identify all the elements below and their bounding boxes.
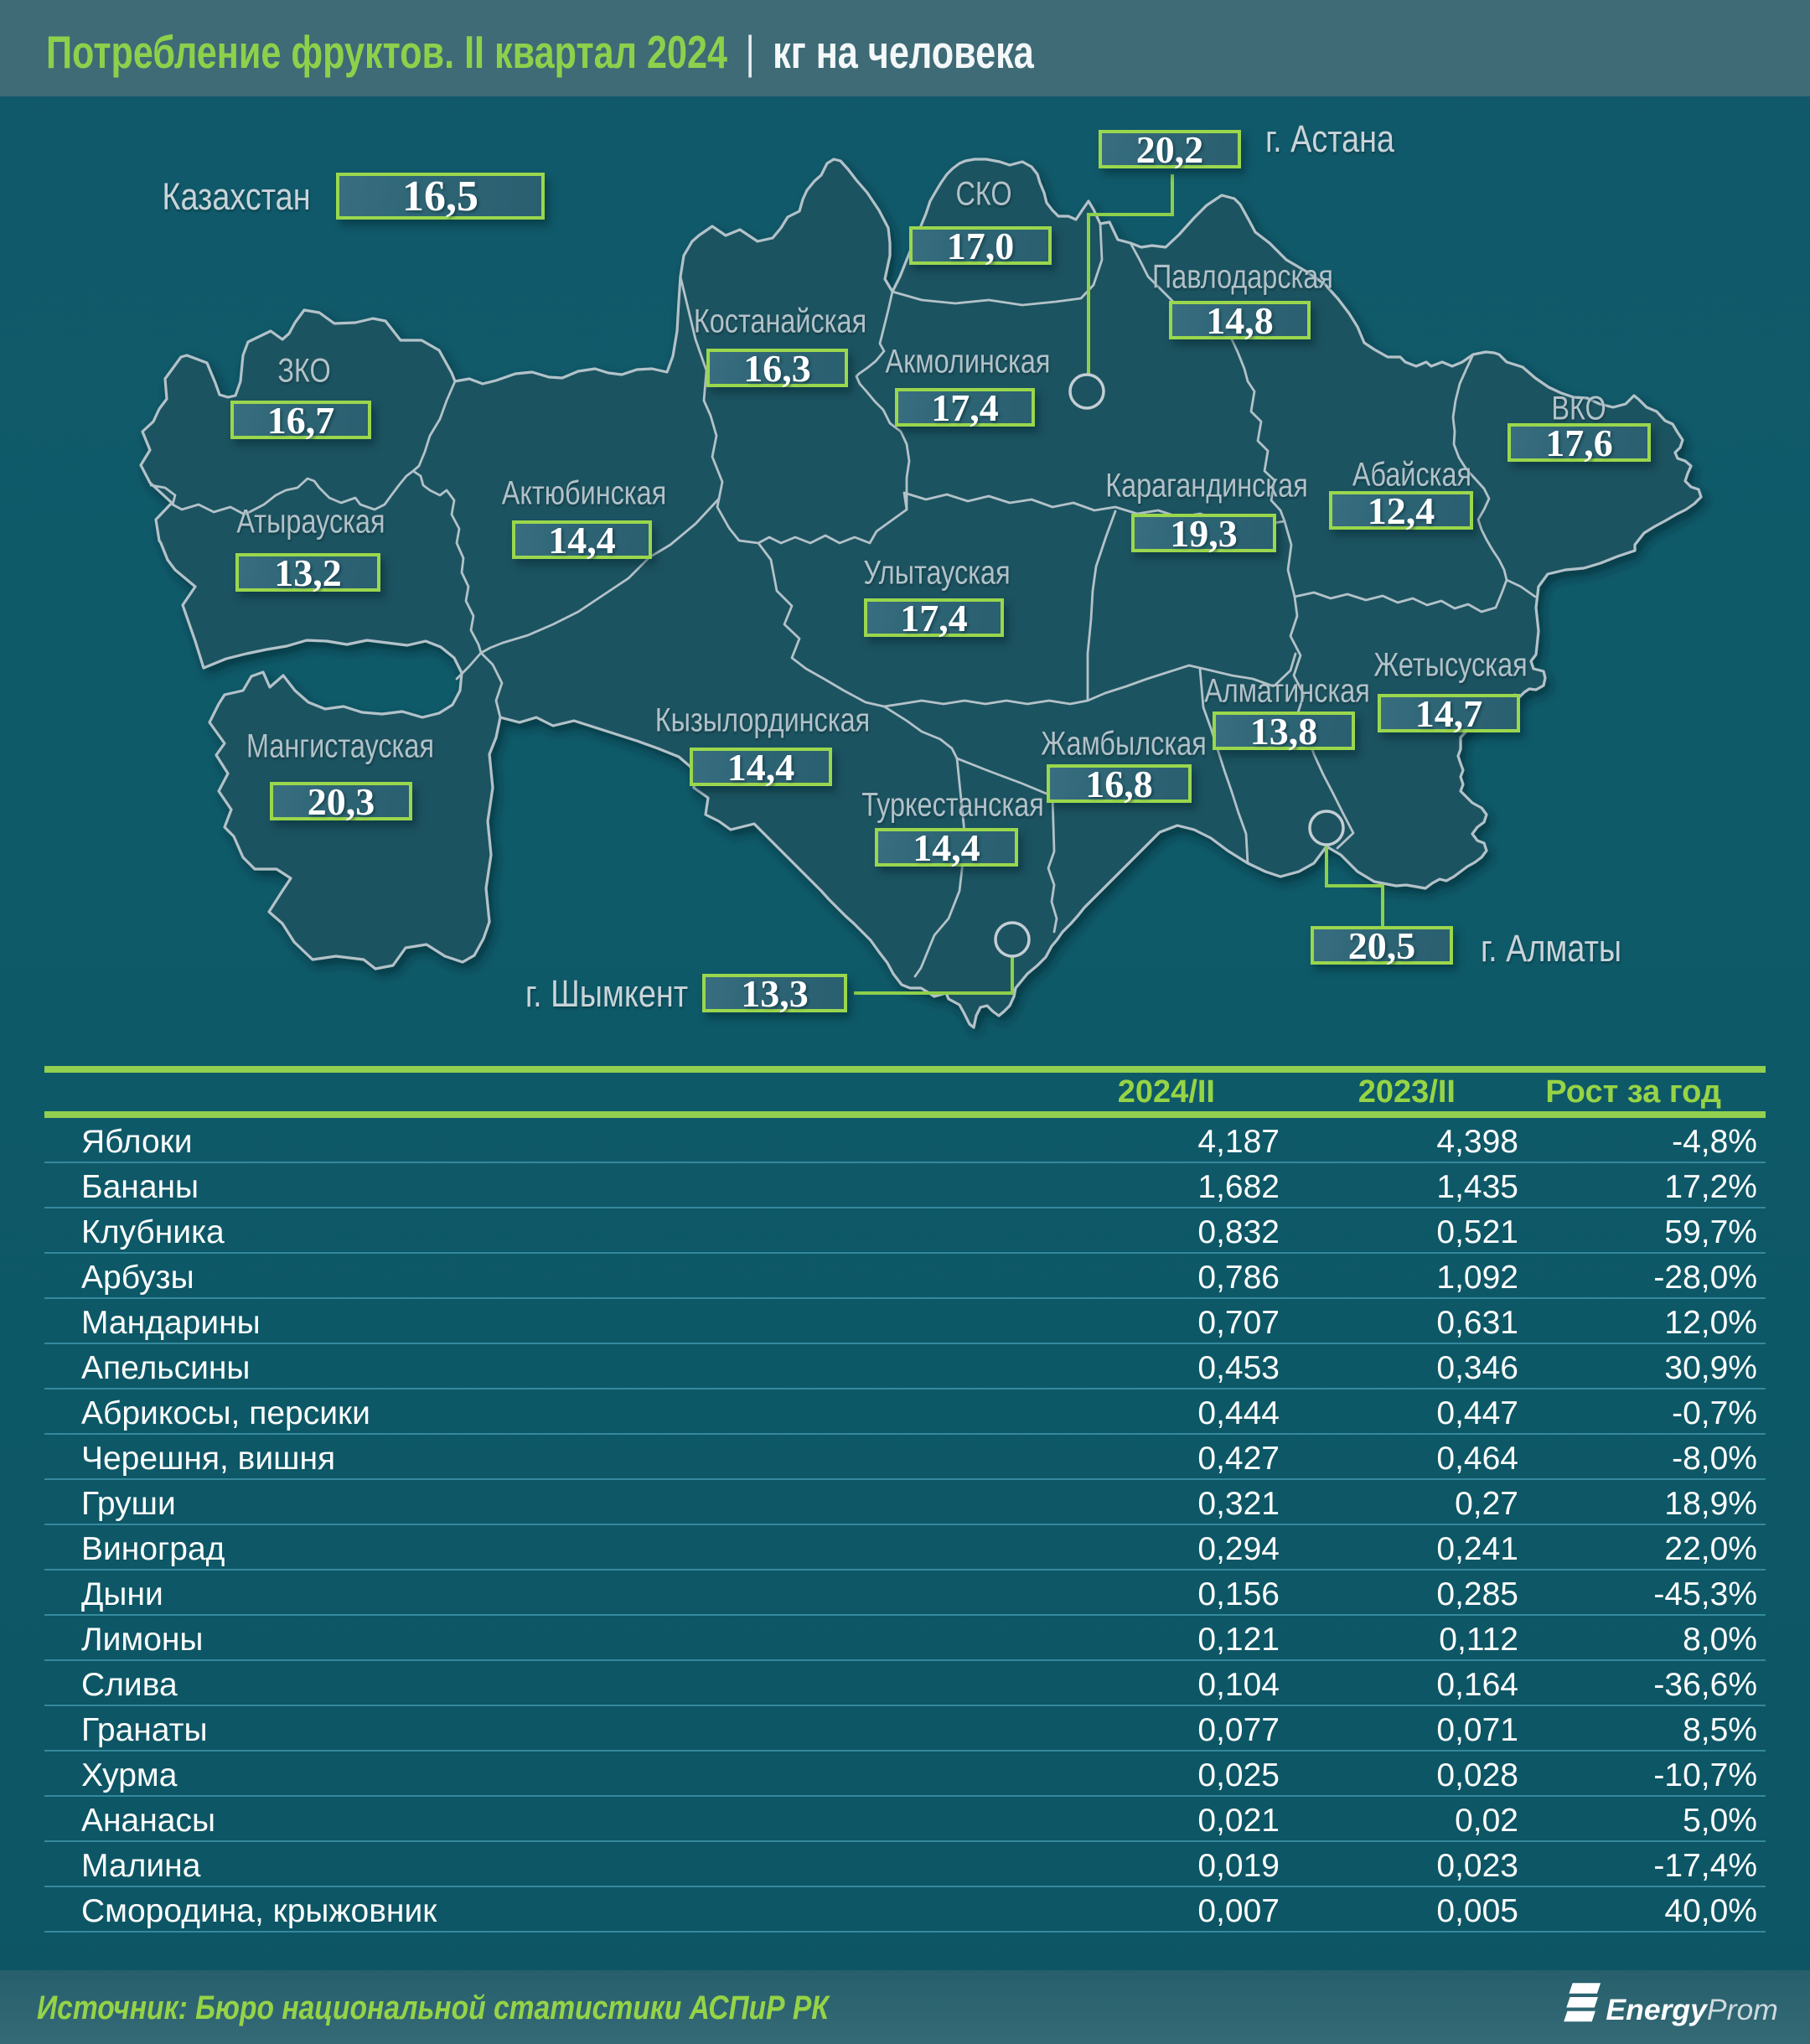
svg-text:EnergyProm: EnergyProm — [1606, 1993, 1777, 2026]
